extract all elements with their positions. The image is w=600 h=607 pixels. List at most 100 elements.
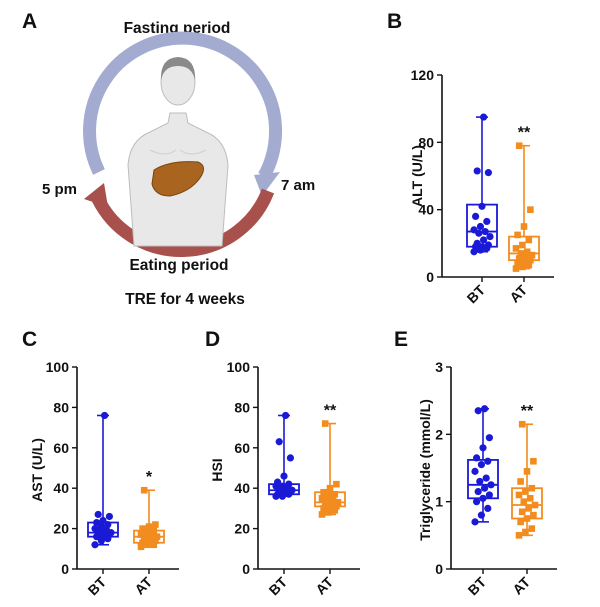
data-point [515,255,523,262]
data-point [147,535,154,542]
data-point [519,263,526,271]
data-point [91,541,99,549]
data-point [485,434,493,442]
series-at: * [133,469,165,551]
liver-shape [151,161,204,197]
data-point [323,499,331,506]
data-point [479,494,487,502]
data-point [482,474,490,482]
tre-footnote: TRE for 4 weeks [125,291,245,308]
data-point [144,529,151,536]
data-point [148,531,156,538]
panel-b-label: B [387,10,402,33]
data-point [530,511,537,519]
panel-d-label: D [205,328,220,351]
series-bt [87,411,119,549]
data-point [476,477,484,486]
y-tick-label: 20 [53,521,69,537]
series-bt [467,405,499,526]
y-tick-label: 40 [234,480,250,496]
data-point [139,539,146,547]
data-point [150,527,158,534]
data-point [286,454,294,462]
data-point [522,253,529,261]
data-point [97,522,105,531]
data-point [107,529,115,537]
data-point [520,258,528,266]
data-point [318,495,326,502]
data-point [334,499,342,506]
data-point [484,169,492,177]
chart-c: 0 20 40 60 80 100 AST (U/L) BT AT * [29,359,179,598]
human-torso-with-liver-icon [127,57,229,247]
data-point [523,248,531,256]
y-tick-label: 60 [234,440,250,456]
data-point [473,498,481,506]
data-point [145,523,153,530]
x-tick-label-bt: BT [266,573,291,598]
y-tick-label: 80 [53,399,69,415]
data-point [99,516,107,525]
y-tick-label: 0 [242,561,250,577]
y-tick-label: 0 [435,561,443,577]
hair-shape [160,57,196,80]
significance-marker: ** [518,125,531,142]
data-point [525,261,533,269]
data-point [326,505,334,512]
data-point [525,236,533,244]
data-point [515,491,523,499]
data-point [525,505,532,512]
data-point [486,233,494,241]
eating-period-label: Eating period [129,257,228,274]
data-point [484,457,492,465]
data-point [104,520,112,529]
y-tick-label: 0 [61,561,69,577]
data-point [282,411,290,420]
series-bt [268,411,300,500]
y-axis-label: HSI [209,458,225,481]
data-point [331,507,339,514]
data-point [523,515,531,522]
data-point [285,480,293,488]
y-tick-label: 1 [435,494,443,510]
data-point [517,518,524,526]
series-bt [466,113,498,256]
data-point [139,525,146,532]
chart-d: 0 20 40 60 80 100 HSI BT AT ** [209,359,360,598]
data-point [487,481,495,489]
data-point [331,490,339,498]
data-point [329,497,337,504]
data-point [326,484,334,492]
y-tick-label: 80 [418,134,434,150]
data-point [473,239,481,247]
y-axis-label: AST (U/L) [29,438,45,502]
y-tick-label: 20 [234,521,250,537]
data-point [481,405,489,413]
data-point [518,508,526,516]
data-point [480,113,488,121]
data-point [472,212,480,220]
y-axis-label: ALT (U/L) [409,145,425,207]
significance-marker: ** [324,403,337,420]
eating-arrowhead-icon [84,183,108,207]
data-point [320,505,327,512]
data-point [473,454,481,462]
data-point [152,537,159,545]
chart-b: 0 40 80 120 ALT (U/L) BT AT ** [409,67,554,306]
data-point [522,528,529,536]
data-point [528,525,536,532]
data-point [528,484,536,492]
data-point [520,223,528,230]
data-point [481,484,489,492]
data-point [522,488,529,495]
data-point [325,509,332,516]
y-tick-label: 80 [234,399,250,415]
chart-e: 0 1 2 3 Triglyceride (mmol/L) BT AT ** [417,359,557,598]
data-point [476,222,484,231]
eating-arc [92,188,275,258]
data-point [481,227,489,236]
data-point [484,241,492,249]
data-point [530,457,537,465]
data-point [93,518,101,527]
